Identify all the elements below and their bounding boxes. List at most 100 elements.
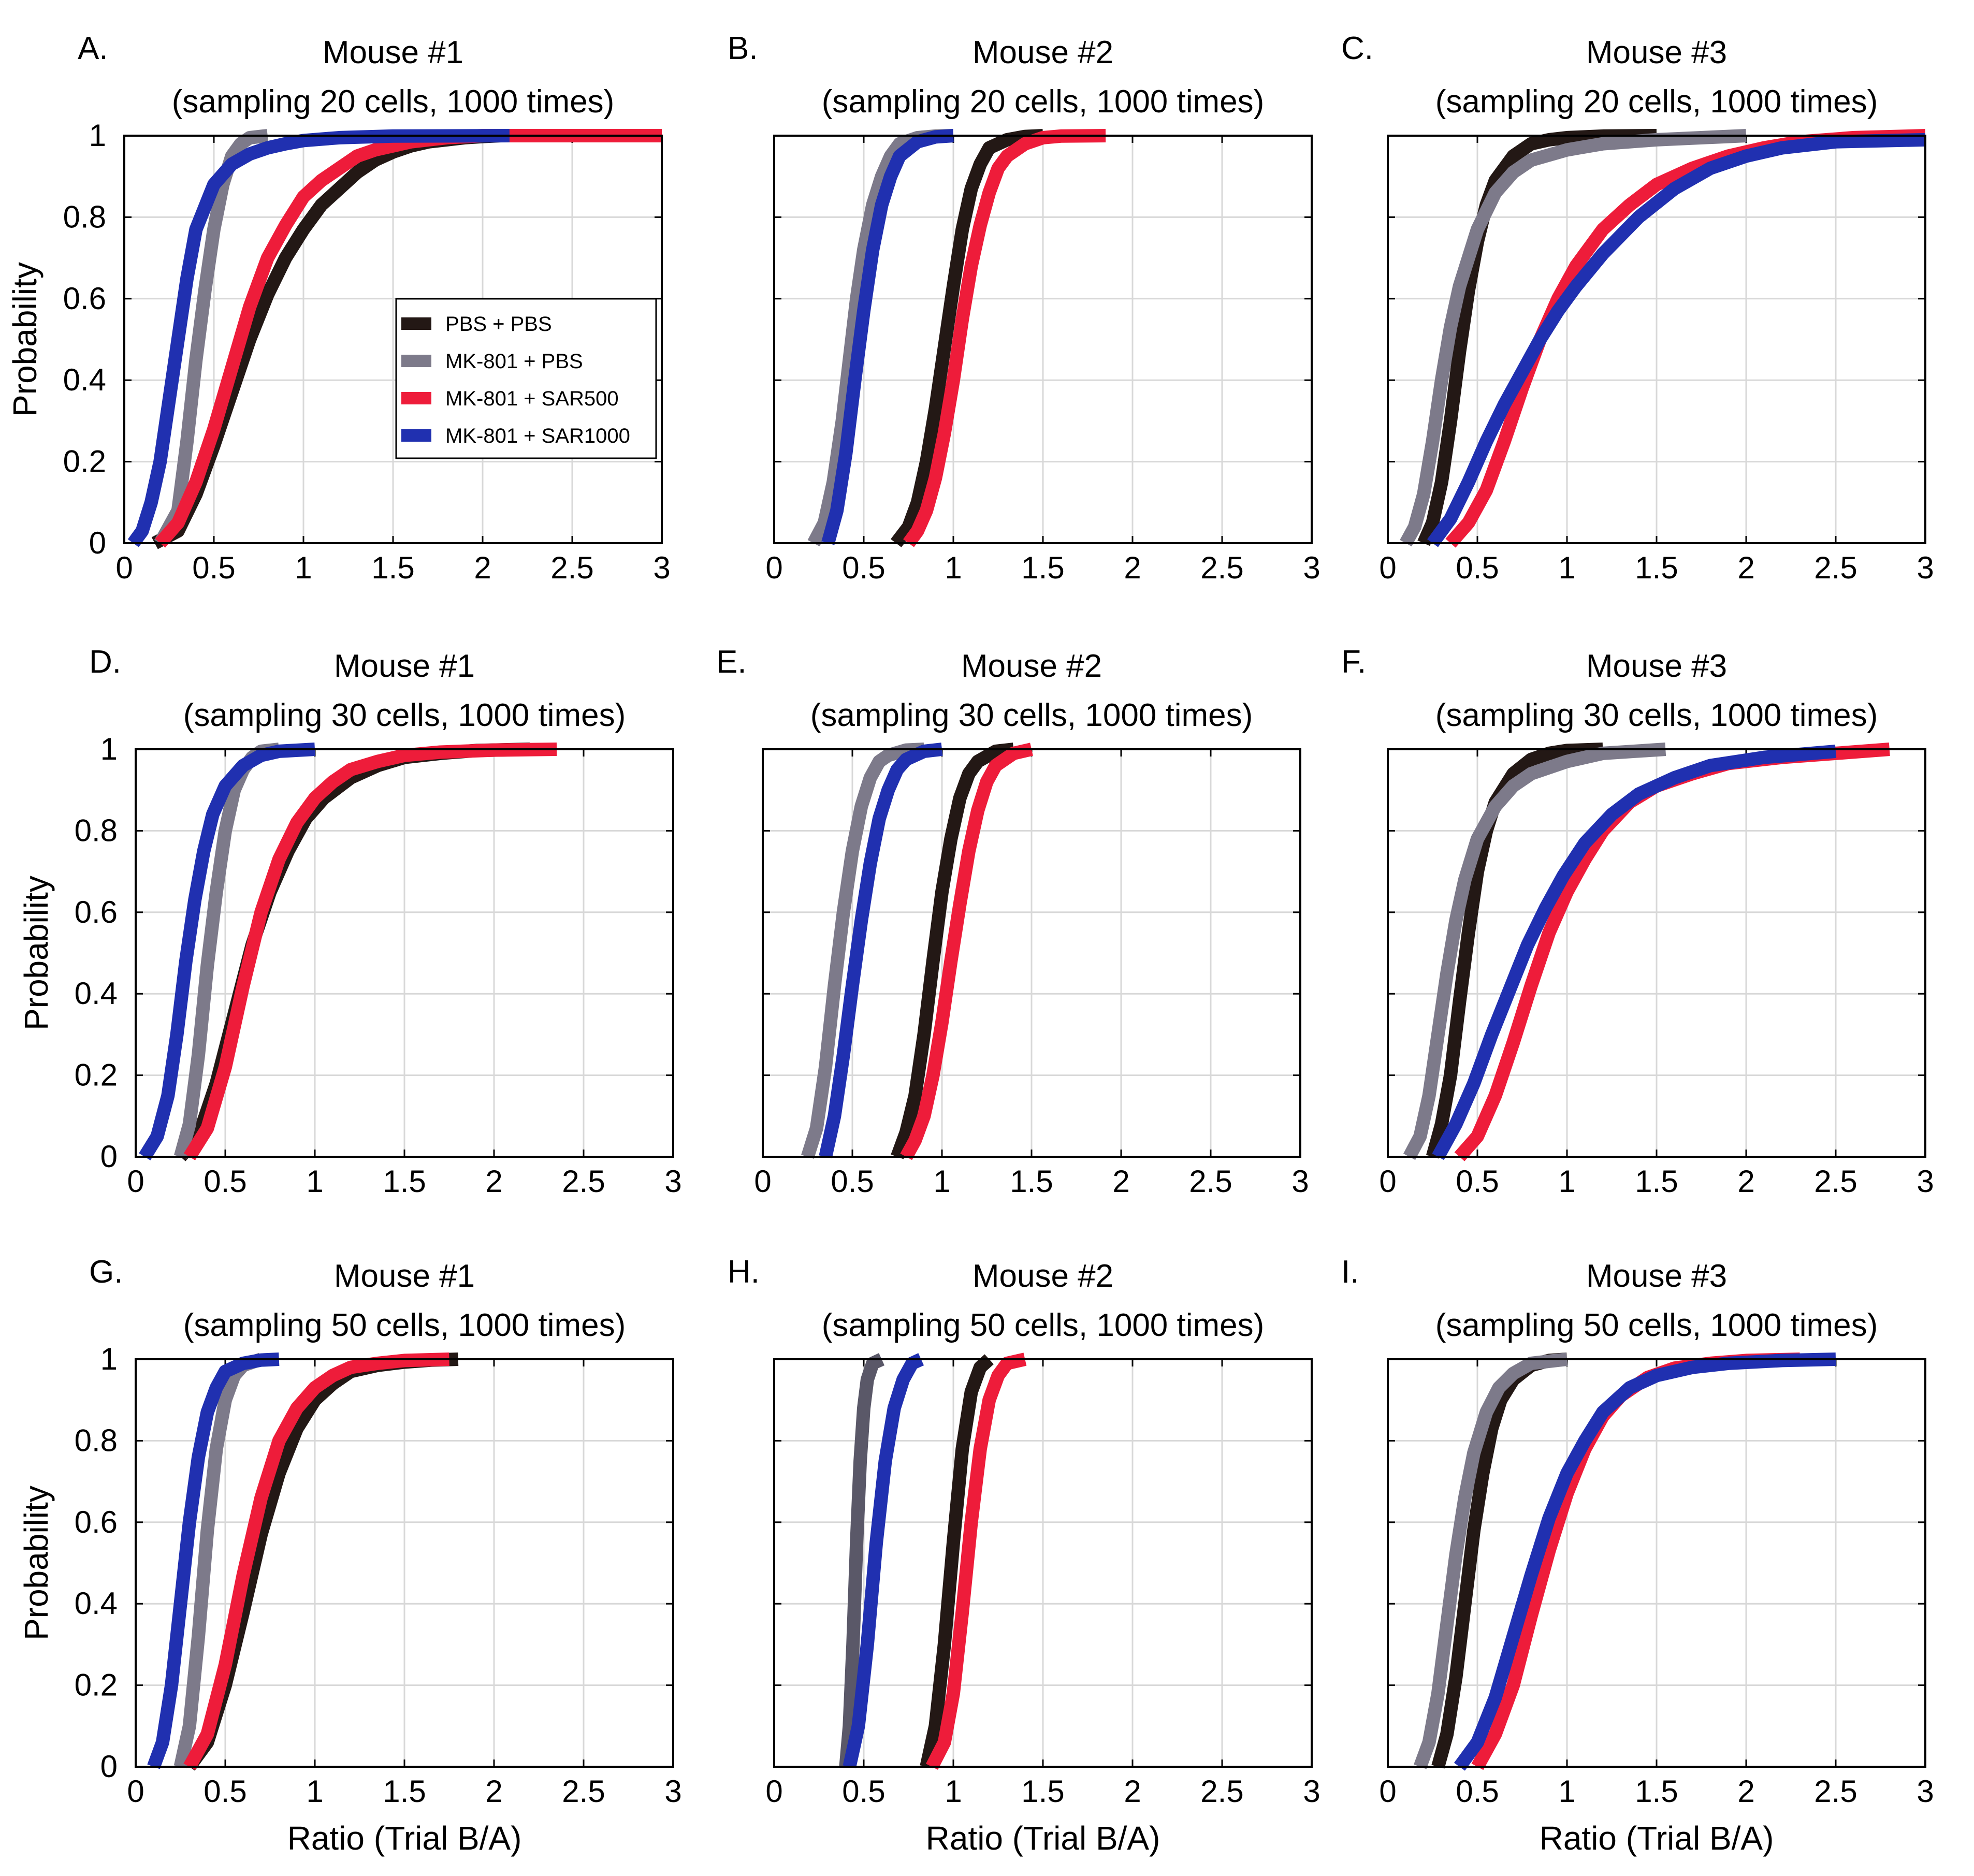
y-tick-label: 1 [100, 1342, 118, 1376]
x-tick-label: 1.5 [1021, 1774, 1064, 1809]
panel-i: I. Mouse #3 (sampling 50 cells, 1000 times… [1341, 1254, 1934, 1857]
x-tick-label: 0 [1379, 1164, 1396, 1199]
x-tick-label: 1.5 [371, 550, 414, 585]
chart-title: Mouse #1 [334, 648, 475, 684]
x-tick-label: 0 [1379, 1774, 1396, 1809]
x-tick-label: 3 [1917, 1164, 1934, 1199]
x-tick-label: 2 [1112, 1164, 1129, 1199]
x-tick-label: 2.5 [1814, 1774, 1857, 1809]
x-tick-label: 1 [1558, 550, 1575, 585]
legend-entry: MK-801 + PBS [445, 350, 583, 373]
chart-title: Mouse #2 [973, 35, 1113, 70]
x-tick-label: 2.5 [562, 1774, 605, 1809]
legend-entry: MK-801 + SAR500 [445, 387, 619, 410]
y-tick-label: 0.2 [75, 1668, 118, 1703]
panel-label: F. [1341, 644, 1366, 680]
x-tick-label: 1 [306, 1164, 323, 1199]
y-tick-label: 0.8 [75, 813, 118, 848]
x-tick-label: 1 [933, 1164, 950, 1199]
series-line-mk-801-pbs [1414, 1353, 1568, 1769]
x-tick-label: 0 [765, 1774, 782, 1809]
chart-subtitle: (sampling 30 cells, 1000 times) [810, 697, 1253, 733]
x-tick-label: 0 [765, 550, 782, 585]
x-tick-label: 1 [945, 550, 962, 585]
x-tick-label: 0.5 [192, 550, 235, 585]
series-line-mk-801-sar500 [183, 743, 557, 1160]
series-line-mk-801-sar1000 [1427, 133, 1926, 547]
x-tick-label: 2.5 [1814, 1164, 1857, 1199]
panel-label: H. [728, 1254, 760, 1290]
y-tick-label: 0 [100, 1749, 118, 1784]
y-tick-label: 0.8 [63, 199, 106, 234]
x-tick-label: 2 [474, 550, 491, 585]
x-tick-label: 1 [1558, 1164, 1575, 1199]
axes-frame [123, 135, 663, 544]
legend-entry: MK-801 + SAR1000 [445, 425, 630, 447]
y-tick-label: 0.4 [63, 362, 106, 397]
panel-label: I. [1341, 1254, 1359, 1290]
x-tick-label: 3 [1917, 1774, 1934, 1809]
x-tick-label: 1.5 [1021, 550, 1064, 585]
series-line-mk-801-sar1000 [1432, 744, 1837, 1160]
panel-label: B. [728, 31, 758, 66]
axes-frame [762, 748, 1301, 1158]
panel-f: F. Mouse #3 (sampling 30 cells, 1000 times… [1341, 644, 1934, 1199]
x-tick-label: 0 [115, 550, 133, 585]
y-axis-label: Probability [18, 1486, 55, 1640]
chart-title: Mouse #3 [1586, 648, 1727, 684]
x-tick-label: 0.5 [204, 1774, 246, 1809]
x-tick-label: 0 [1379, 550, 1396, 585]
series-line-mk-801-sar500 [925, 1353, 1027, 1770]
panel-label: G. [89, 1254, 123, 1290]
x-tick-label: 2.5 [1200, 1774, 1243, 1809]
chart-title: Mouse #1 [334, 1258, 475, 1294]
panel-e: E. Mouse #2 (sampling 30 cells, 1000 times… [716, 644, 1309, 1199]
series-line-mk-801-pbs [1400, 129, 1747, 547]
x-tick-label: 1.5 [1635, 1164, 1678, 1199]
series-line-mk-801-sar1000 [139, 743, 315, 1160]
axes-frame [1387, 748, 1926, 1158]
y-tick-label: 1 [89, 118, 106, 153]
x-tick-label: 1 [306, 1774, 323, 1809]
panel-label: A. [78, 31, 108, 66]
x-tick-label: 2 [1124, 550, 1141, 585]
x-tick-label: 1.5 [383, 1774, 426, 1809]
series-line-mk-801-sar500 [900, 743, 1033, 1160]
series-line-pbs-pbs [891, 743, 1014, 1159]
series-line-mk-801-sar1000 [1454, 1353, 1836, 1771]
x-tick-label: 1.5 [1635, 550, 1678, 585]
y-tick-label: 0.4 [75, 1586, 118, 1621]
panel-label: C. [1341, 31, 1373, 66]
y-tick-label: 0 [89, 526, 106, 560]
chart-title: Mouse #3 [1586, 1258, 1727, 1294]
panel-label: E. [716, 644, 747, 680]
series-line-mk-801-sar1000 [843, 1353, 924, 1768]
series-line-mk-801-sar1000 [127, 129, 510, 547]
y-tick-label: 0.4 [75, 976, 118, 1011]
chart-title: Mouse #2 [973, 1258, 1113, 1294]
x-tick-label: 0 [127, 1774, 144, 1809]
panel-b: B. Mouse #2 (sampling 20 cells, 1000 times… [728, 31, 1320, 585]
series-line-pbs-pbs [890, 129, 1043, 547]
x-tick-label: 1 [295, 550, 312, 585]
x-tick-label: 2.5 [562, 1164, 605, 1199]
legend-box [395, 298, 657, 459]
x-tick-label: 2 [1737, 1164, 1754, 1199]
chart-title: Mouse #2 [961, 648, 1102, 684]
x-tick-label: 0.5 [831, 1164, 874, 1199]
x-tick-label: 1.5 [383, 1164, 426, 1199]
series-line-mk-801-pbs [839, 1353, 884, 1768]
chart-subtitle: (sampling 50 cells, 1000 times) [183, 1307, 626, 1343]
x-tick-label: 0.5 [204, 1164, 246, 1199]
x-tick-label: 0.5 [842, 550, 885, 585]
chart-subtitle: (sampling 20 cells, 1000 times) [172, 84, 615, 120]
axes-frame [1387, 1358, 1926, 1768]
x-tick-label: 3 [1303, 1774, 1320, 1809]
y-tick-label: 0.8 [75, 1423, 118, 1458]
chart-title: Mouse #3 [1586, 35, 1727, 70]
y-tick-label: 0.2 [63, 444, 106, 479]
x-tick-label: 3 [1291, 1164, 1309, 1199]
x-tick-label: 1.5 [1635, 1774, 1678, 1809]
x-tick-label: 2.5 [1814, 550, 1857, 585]
